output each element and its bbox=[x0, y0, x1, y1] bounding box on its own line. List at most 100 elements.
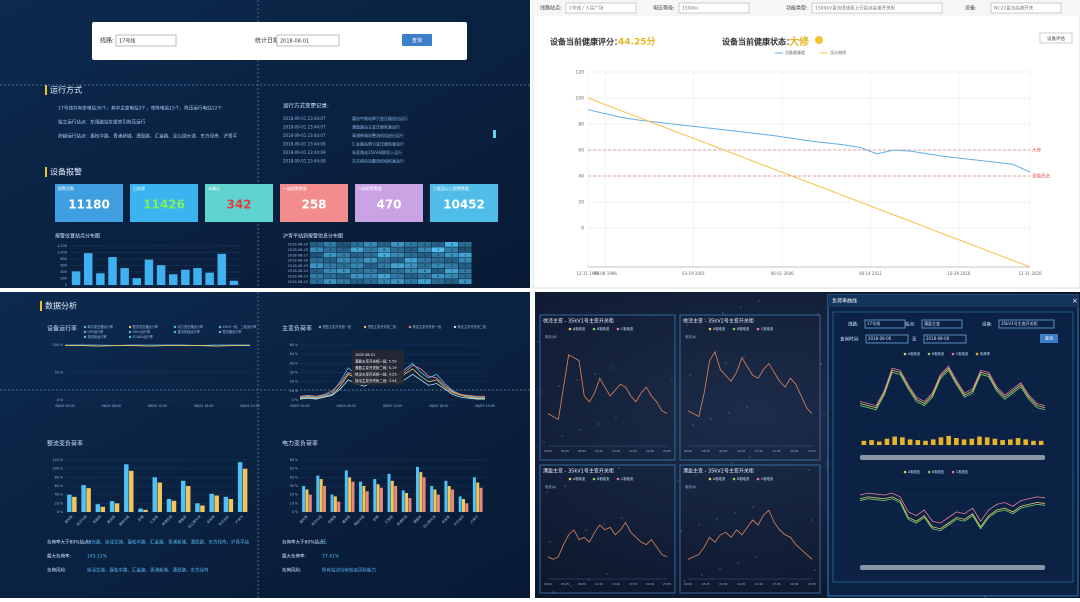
heat-value: 2 bbox=[424, 253, 426, 257]
legend-label: 整流变压器运行率 bbox=[133, 324, 159, 329]
date-input[interactable] bbox=[923, 334, 967, 344]
heat-value: 8 bbox=[383, 253, 385, 257]
label: 2018-09-01 23:44:09 bbox=[283, 159, 326, 164]
legend-label: A相电流 bbox=[713, 476, 726, 481]
x-tick-label: 13:40 bbox=[612, 449, 620, 453]
star bbox=[671, 380, 673, 382]
label: 线路站点: bbox=[540, 5, 562, 12]
date-input[interactable] bbox=[865, 334, 909, 344]
section-title: 运行方式 bbox=[50, 85, 82, 95]
scroll-slider[interactable] bbox=[860, 455, 1045, 460]
legend-label: SCADA运行率 bbox=[133, 334, 154, 339]
bar bbox=[472, 477, 476, 512]
select[interactable] bbox=[115, 34, 177, 47]
x-tick-label: 20:30 bbox=[646, 449, 654, 453]
heat-cell bbox=[431, 273, 445, 279]
label: 查询时间: bbox=[840, 336, 860, 343]
legend-dot bbox=[732, 477, 736, 481]
heat-cell bbox=[377, 252, 391, 258]
star bbox=[570, 585, 572, 587]
date-input[interactable] bbox=[276, 34, 340, 47]
select[interactable] bbox=[921, 319, 963, 329]
heat-cell bbox=[377, 257, 391, 263]
heat-cell bbox=[458, 263, 472, 268]
bar bbox=[969, 438, 975, 445]
heat-cell bbox=[458, 247, 472, 253]
label: 沪青平站到报警信息分布图 bbox=[283, 233, 343, 240]
line bbox=[547, 354, 668, 421]
line bbox=[687, 509, 813, 560]
legend-label: UPS运行率 bbox=[88, 329, 105, 334]
legend-label: 漕盈主变开关柜一段 bbox=[323, 324, 352, 329]
scroll-slider[interactable] bbox=[860, 565, 1045, 570]
close-button[interactable]: × bbox=[1072, 297, 1078, 305]
heat-cell bbox=[404, 273, 418, 279]
legend-label: 35kV运行率 bbox=[133, 329, 151, 334]
heat-value: 5 bbox=[451, 274, 453, 278]
select[interactable] bbox=[864, 319, 906, 329]
legend-dot bbox=[408, 325, 412, 329]
heat-value: 6 bbox=[343, 269, 345, 273]
bar bbox=[436, 494, 440, 512]
select[interactable] bbox=[990, 2, 1062, 14]
heat-value: 3 bbox=[397, 269, 399, 273]
bar bbox=[984, 437, 990, 445]
x-tick-label: 08/05 12:00 bbox=[148, 404, 167, 408]
bar bbox=[71, 271, 81, 285]
heat-cell bbox=[418, 279, 431, 284]
heat-cell bbox=[364, 263, 377, 268]
label: 17号线 bbox=[119, 38, 135, 45]
heat-cell bbox=[445, 268, 458, 274]
bar bbox=[124, 464, 129, 512]
bar bbox=[447, 486, 451, 512]
star bbox=[728, 412, 730, 414]
select[interactable] bbox=[998, 319, 1055, 329]
select[interactable] bbox=[565, 2, 637, 14]
select[interactable] bbox=[678, 2, 750, 14]
star bbox=[716, 518, 718, 520]
heat-value: 2 bbox=[410, 248, 412, 252]
heat-value: 3 bbox=[424, 243, 426, 247]
query-button[interactable] bbox=[1040, 334, 1058, 343]
star bbox=[558, 385, 560, 387]
note-label: 负荷风险: bbox=[282, 567, 302, 574]
heat-cell bbox=[350, 247, 364, 253]
bar bbox=[379, 487, 383, 512]
heat-value: 5 bbox=[383, 280, 385, 284]
star bbox=[755, 556, 757, 558]
query-button[interactable] bbox=[402, 34, 432, 46]
heat-cell bbox=[458, 252, 472, 258]
x-tick-label: 17:05 bbox=[773, 449, 781, 453]
label: 258 bbox=[301, 198, 326, 212]
tooltip-text: 徐泾主变开关柜一段: 4.23 bbox=[355, 372, 397, 377]
heat-cell bbox=[337, 268, 350, 274]
heat-value: 7 bbox=[464, 253, 466, 257]
tooltip-text: 漕盈主变开关柜一段: 5.59 bbox=[355, 359, 397, 364]
heat-value: 3 bbox=[464, 243, 466, 247]
star bbox=[537, 341, 539, 343]
x-tick-label: 20:30 bbox=[790, 449, 798, 453]
bar bbox=[451, 489, 455, 512]
bar bbox=[465, 503, 469, 512]
heat-cell bbox=[310, 252, 323, 258]
heat-value: 2 bbox=[370, 264, 372, 268]
heat-cell bbox=[323, 247, 337, 253]
heat-cell bbox=[391, 263, 404, 268]
bar bbox=[152, 477, 158, 512]
heat-value: 5 bbox=[424, 248, 426, 252]
section-bar bbox=[40, 301, 42, 311]
bar bbox=[348, 477, 352, 512]
popup-inner bbox=[832, 311, 1074, 583]
select[interactable] bbox=[811, 2, 943, 14]
bar bbox=[83, 253, 93, 285]
y-tick-label: 30 % bbox=[290, 371, 298, 375]
y-axis-label: 电流(A) bbox=[685, 484, 696, 489]
star bbox=[534, 291, 536, 293]
mini-frame bbox=[679, 464, 821, 594]
assess-button[interactable] bbox=[1039, 32, 1073, 44]
x-tick-label: 08/05 06:00 bbox=[102, 404, 121, 408]
heat-value: 6 bbox=[370, 259, 372, 263]
note-label: 负荷率大于80%站点: bbox=[47, 539, 90, 546]
x-tick-label: 诸光路 bbox=[298, 513, 309, 524]
heat-value: 6 bbox=[410, 264, 412, 268]
